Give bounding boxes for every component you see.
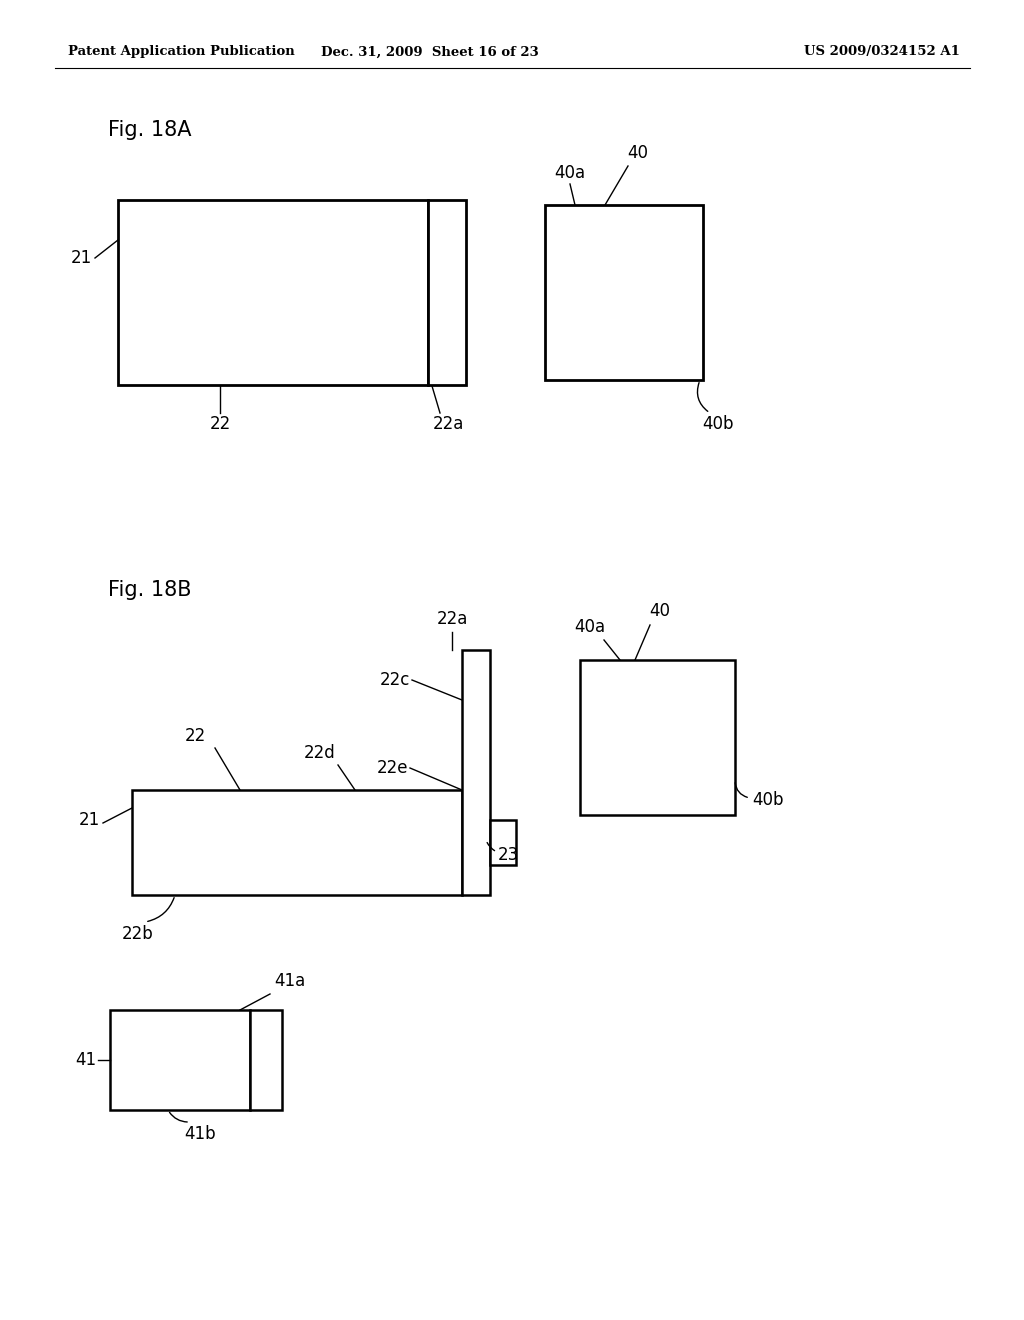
Text: Fig. 18A: Fig. 18A	[108, 120, 191, 140]
Text: US 2009/0324152 A1: US 2009/0324152 A1	[804, 45, 961, 58]
Text: 40b: 40b	[752, 791, 783, 809]
Bar	[428, 201, 466, 385]
Text: 41a: 41a	[274, 972, 305, 990]
Bar	[132, 789, 462, 895]
Text: 41b: 41b	[184, 1125, 216, 1143]
Text: Dec. 31, 2009  Sheet 16 of 23: Dec. 31, 2009 Sheet 16 of 23	[322, 45, 539, 58]
Bar	[490, 820, 516, 865]
Text: Patent Application Publication: Patent Application Publication	[68, 45, 295, 58]
Text: 22e: 22e	[377, 759, 408, 777]
Text: 40a: 40a	[574, 618, 605, 636]
Text: 22a: 22a	[436, 610, 468, 628]
Text: Fig. 18B: Fig. 18B	[108, 579, 191, 601]
Bar	[545, 205, 703, 380]
Text: 40: 40	[649, 602, 671, 620]
Bar	[462, 649, 490, 895]
Text: 22b: 22b	[122, 925, 154, 942]
Text: 22: 22	[209, 414, 230, 433]
Bar	[110, 1010, 250, 1110]
Text: 41: 41	[75, 1051, 96, 1069]
Bar	[580, 660, 735, 814]
Text: 40: 40	[628, 144, 648, 162]
Text: 40a: 40a	[554, 164, 586, 182]
Text: 21: 21	[71, 249, 92, 267]
Text: 22a: 22a	[432, 414, 464, 433]
Text: 40b: 40b	[702, 414, 734, 433]
Bar	[118, 201, 428, 385]
Bar	[250, 1010, 282, 1110]
Text: 21: 21	[79, 810, 100, 829]
Text: 22c: 22c	[380, 671, 410, 689]
Text: 23: 23	[498, 846, 519, 865]
Text: 22d: 22d	[304, 744, 336, 762]
Text: 22: 22	[184, 727, 206, 744]
